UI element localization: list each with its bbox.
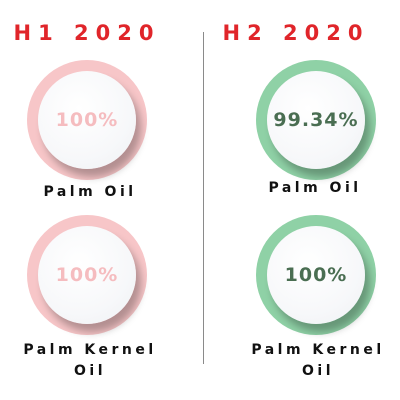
period-title: H2 2020 bbox=[222, 21, 370, 45]
gauge-value: 100% bbox=[55, 109, 119, 131]
gauge-label: Palm Kernel Oil bbox=[23, 342, 157, 379]
gauge-disc: 100% bbox=[267, 226, 365, 324]
gauge-disc: 99.34% bbox=[267, 71, 365, 169]
gauge-palm-kernel-oil: 100% bbox=[256, 215, 376, 335]
gauge-value: 100% bbox=[284, 264, 348, 286]
period-title: H1 2020 bbox=[13, 21, 161, 45]
gauge-value: 100% bbox=[55, 264, 119, 286]
panel-divider bbox=[203, 32, 204, 364]
period-panel-h2: H2 2020 99.34% Palm Oil 100% Palm Kernel… bbox=[200, 0, 400, 400]
gauge-palm-oil: 99.34% bbox=[256, 60, 376, 180]
gauge-disc: 100% bbox=[38, 226, 136, 324]
gauge-value: 99.34% bbox=[273, 109, 359, 131]
gauge-label: Palm Oil bbox=[43, 184, 137, 200]
gauge-label: Palm Kernel Oil bbox=[251, 342, 385, 379]
gauge-palm-kernel-oil: 100% bbox=[27, 215, 147, 335]
gauge-disc: 100% bbox=[38, 71, 136, 169]
gauge-label: Palm Oil bbox=[268, 180, 362, 196]
period-panel-h1: H1 2020 100% Palm Oil 100% Palm Kernel O… bbox=[13, 21, 161, 379]
gauge-palm-oil: 100% bbox=[27, 60, 147, 180]
